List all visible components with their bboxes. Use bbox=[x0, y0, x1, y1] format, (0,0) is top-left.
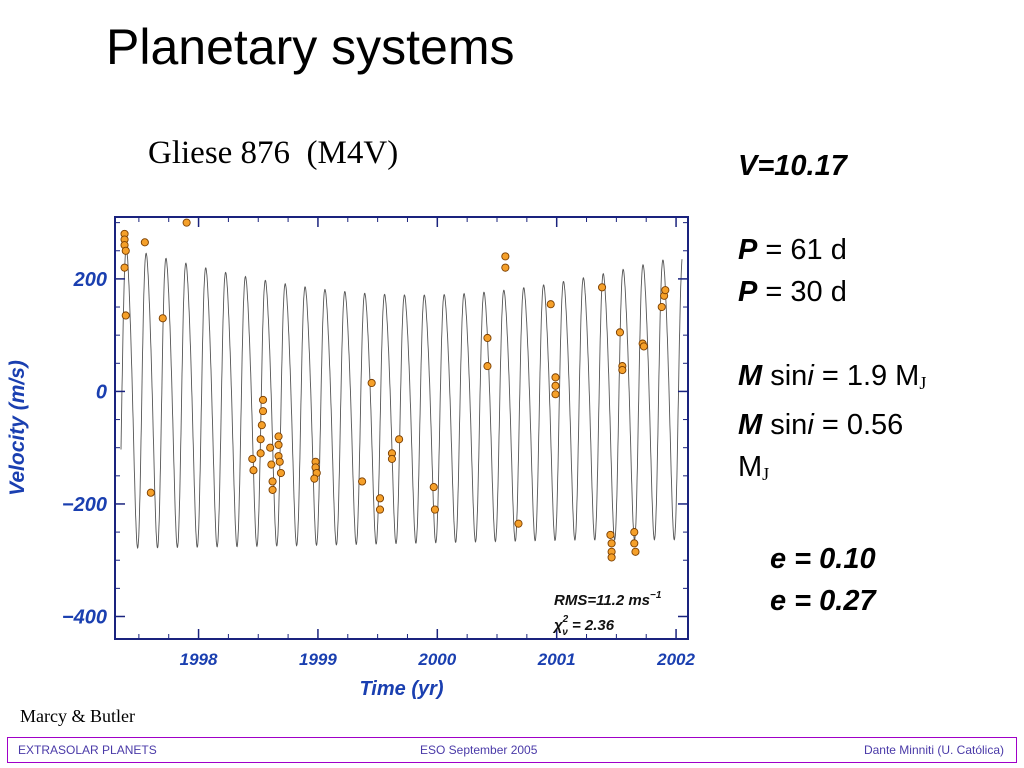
data-point bbox=[657, 302, 666, 312]
data-point bbox=[429, 483, 438, 492]
x-axis-label: Time (yr) bbox=[359, 678, 443, 700]
data-point bbox=[358, 477, 367, 486]
x-tick-label: 2000 bbox=[417, 650, 456, 669]
plot-border bbox=[114, 216, 689, 640]
data-point bbox=[257, 421, 266, 430]
eccentricity-1: e = 0.10 bbox=[770, 543, 876, 575]
data-point bbox=[267, 460, 276, 469]
mass-line-2-unit: MJ bbox=[738, 451, 770, 484]
data-point bbox=[546, 300, 555, 309]
data-point bbox=[140, 238, 149, 247]
data-point bbox=[268, 485, 277, 494]
slide-title: Planetary systems bbox=[106, 19, 515, 75]
x-tick-label: 1999 bbox=[299, 650, 337, 669]
data-point bbox=[146, 488, 155, 497]
data-point bbox=[615, 328, 625, 337]
mass-line-2: M sini = 0.56 bbox=[738, 409, 904, 441]
x-tick-label: 2001 bbox=[537, 650, 576, 669]
rms-annotation: RMS=11.2 ms−1 bbox=[554, 590, 662, 609]
data-points bbox=[120, 218, 670, 562]
data-point bbox=[310, 474, 319, 483]
chi-annotation: χ2 ν = 2.36 bbox=[552, 614, 615, 638]
data-point bbox=[256, 449, 265, 458]
data-point bbox=[551, 390, 560, 399]
data-point bbox=[274, 432, 283, 441]
axis-labels: Time (yr) Velocity (m/s) RMS=11.2 ms−1 χ2 ν … bbox=[6, 360, 662, 700]
y-tick-label: 200 bbox=[73, 269, 107, 291]
data-point bbox=[256, 435, 265, 444]
orbital-parameters: V=10.17 P = 61 d P = 30 d M sini = 1.9 M… bbox=[738, 145, 1020, 495]
data-point bbox=[631, 547, 640, 556]
x-tick-label: 2002 bbox=[656, 650, 695, 669]
data-point bbox=[630, 539, 639, 548]
data-point bbox=[483, 333, 492, 343]
y-axis-label: Velocity (m/s) bbox=[6, 360, 29, 496]
data-point bbox=[266, 443, 275, 452]
model-line bbox=[120, 247, 683, 550]
footer-bar: EXTRASOLAR PLANETS ESO September 2005 Da… bbox=[7, 737, 1017, 763]
y-tick-label: 0 bbox=[96, 381, 107, 403]
data-point bbox=[375, 494, 385, 503]
model-curve bbox=[120, 247, 683, 550]
data-point bbox=[249, 466, 258, 475]
data-point bbox=[387, 454, 397, 463]
data-point bbox=[598, 283, 607, 292]
data-point bbox=[661, 286, 670, 295]
credit-text: Marcy & Butler bbox=[20, 706, 135, 726]
data-point bbox=[430, 505, 439, 514]
data-point bbox=[258, 407, 268, 416]
period-line-1: P = 61 d bbox=[738, 234, 847, 266]
data-point bbox=[607, 553, 616, 562]
x-tick-label: 1998 bbox=[180, 650, 218, 669]
footer-right: Dante Minniti (U. Católica) bbox=[863, 743, 1004, 757]
plot-frame bbox=[114, 216, 689, 640]
data-point bbox=[375, 505, 385, 514]
data-point bbox=[395, 435, 404, 444]
data-point bbox=[483, 362, 492, 371]
period-line-2: P = 30 d bbox=[738, 276, 847, 308]
data-point bbox=[606, 530, 615, 539]
footer-center: ESO September 2005 bbox=[420, 743, 538, 757]
data-point bbox=[248, 454, 257, 463]
data-point bbox=[158, 314, 167, 323]
data-point bbox=[120, 263, 129, 272]
star-subtitle: Gliese 876 (M4V) bbox=[148, 135, 399, 171]
y-tick-label: −400 bbox=[62, 606, 107, 628]
data-point bbox=[121, 246, 130, 255]
mass-line-1: M sini = 1.9 MJ bbox=[738, 360, 927, 393]
eccentricity-2: e = 0.27 bbox=[770, 585, 876, 617]
data-point bbox=[276, 468, 285, 478]
data-point bbox=[182, 218, 191, 227]
data-point bbox=[551, 381, 560, 390]
data-point bbox=[121, 311, 130, 320]
data-point bbox=[258, 395, 268, 404]
data-point bbox=[501, 252, 510, 261]
eccentricities: e = 0.10 e = 0.27 bbox=[770, 538, 876, 622]
data-point bbox=[551, 373, 560, 382]
y-tick-label: −200 bbox=[62, 494, 107, 516]
data-point bbox=[618, 365, 627, 375]
data-point bbox=[630, 528, 639, 537]
data-point bbox=[501, 263, 510, 272]
data-point bbox=[367, 378, 376, 388]
data-point bbox=[268, 477, 277, 486]
data-point bbox=[275, 457, 284, 466]
magnitude-label: V=10.17 bbox=[738, 150, 847, 182]
data-point bbox=[514, 519, 523, 528]
data-point bbox=[274, 440, 283, 449]
data-point bbox=[607, 539, 616, 548]
footer-left: EXTRASOLAR PLANETS bbox=[18, 743, 157, 757]
data-point bbox=[639, 342, 648, 351]
